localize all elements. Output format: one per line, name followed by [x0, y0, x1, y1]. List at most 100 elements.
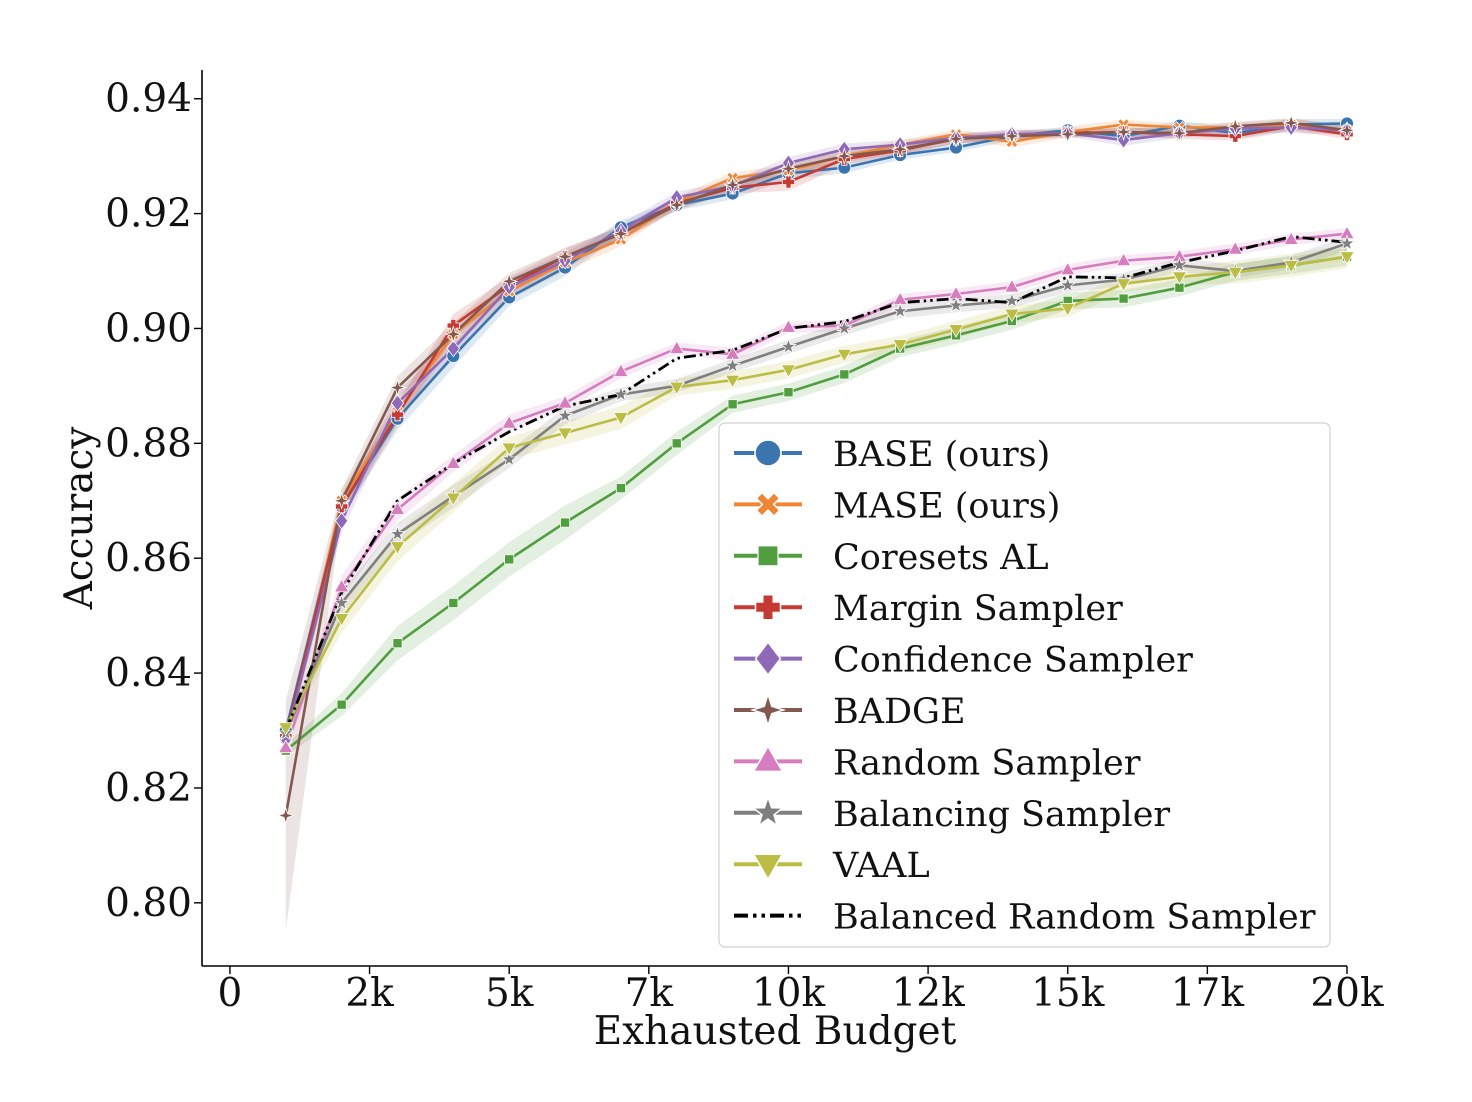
- point-badge: [611, 224, 630, 243]
- point-random-sampler: [333, 578, 350, 593]
- point-badge: [332, 491, 351, 510]
- legend-marker-confidence-sampler: [754, 641, 782, 677]
- axes: [201, 70, 1347, 967]
- point-random-sampler: [445, 455, 462, 469]
- legend-marker-margin-sampler: [754, 593, 782, 621]
- point-vaal: [1339, 251, 1355, 265]
- point-random-sampler: [277, 739, 294, 754]
- point-vaal: [613, 412, 629, 426]
- point-badge: [555, 247, 575, 266]
- point-balancing-sampler: [1170, 256, 1188, 273]
- point-badge: [779, 159, 798, 178]
- point-random-sampler: [501, 414, 518, 429]
- point-coresets-al: [615, 483, 626, 494]
- legend-label-badge: BADGE: [833, 692, 966, 732]
- point-balancing-sampler: [779, 337, 797, 355]
- point-vaal: [1171, 271, 1188, 286]
- y-tick-label: 0.94: [105, 77, 192, 122]
- legend-marker-vaal: [752, 853, 784, 881]
- series-markers: [276, 113, 1357, 825]
- band-mase-ours: [285, 118, 1347, 751]
- point-random-sampler: [780, 319, 797, 333]
- point-badge: [388, 378, 407, 397]
- point-vaal: [1004, 308, 1020, 323]
- point-vaal: [668, 381, 685, 396]
- legend-marker-base-ours: [754, 439, 782, 467]
- point-vaal: [780, 364, 797, 379]
- point-balancing-sampler: [1003, 291, 1021, 309]
- legend-marker-badge: [749, 691, 787, 729]
- point-balancing-sampler: [1059, 276, 1077, 293]
- point-vaal: [1059, 302, 1076, 317]
- y-ticks: 0.80 0.82 0.84 0.86 0.88 0.90 0.92 0.94: [105, 77, 202, 926]
- x-tick-label: 15k: [1031, 971, 1105, 1016]
- y-axis-label: Accuracy: [57, 427, 102, 611]
- point-badge: [835, 147, 854, 166]
- x-tick-label: 17k: [1171, 971, 1245, 1016]
- point-badge: [723, 175, 742, 194]
- line-random-sampler: [284, 232, 1348, 749]
- point-coresets-al: [727, 399, 738, 410]
- x-tick-label: 10k: [752, 971, 826, 1016]
- y-tick-label: 0.92: [105, 192, 192, 237]
- point-confidence-sampler: [446, 339, 461, 358]
- point-badge: [276, 806, 295, 825]
- y-tick-label: 0.80: [105, 881, 192, 926]
- point-badge: [444, 325, 463, 344]
- legend-marker-mase-ours: [755, 491, 781, 518]
- point-vaal: [724, 374, 741, 389]
- point-margin-sampler: [781, 175, 796, 189]
- point-balancing-sampler: [556, 406, 574, 424]
- point-vaal: [277, 722, 294, 736]
- point-badge: [891, 140, 910, 159]
- x-tick-label: 0: [218, 971, 243, 1016]
- legend-label-coresets-al: Coresets AL: [833, 538, 1049, 578]
- legend-label-margin-sampler: Margin Sampler: [833, 589, 1123, 629]
- point-badge: [1226, 117, 1245, 136]
- y-tick-label: 0.88: [105, 421, 192, 466]
- point-balancing-sampler: [947, 296, 965, 313]
- point-badge: [1002, 126, 1021, 146]
- legend-marker-balancing-sampler: [750, 794, 786, 828]
- legend-label-confidence-sampler: Confidence Sampler: [833, 641, 1193, 681]
- point-vaal: [892, 339, 908, 353]
- point-confidence-sampler: [390, 394, 405, 412]
- legend-label-mase-ours: MASE (ours): [833, 486, 1060, 526]
- line-confidence-sampler: [284, 126, 1348, 740]
- point-random-sampler: [668, 340, 685, 354]
- point-margin-sampler: [390, 408, 405, 422]
- point-balancing-sampler: [1338, 234, 1356, 251]
- line-balanced-random-sampler: [284, 235, 1348, 732]
- point-coresets-al: [448, 598, 459, 609]
- point-balancing-sampler: [724, 356, 742, 374]
- point-balancing-sampler: [835, 319, 853, 336]
- point-coresets-al: [392, 638, 403, 649]
- point-coresets-al: [783, 387, 794, 398]
- point-vaal: [333, 613, 350, 627]
- point-vaal: [557, 427, 573, 442]
- point-confidence-sampler: [334, 512, 349, 530]
- y-tick-label: 0.84: [105, 651, 192, 696]
- x-tick-label: 2k: [345, 971, 394, 1016]
- legend-label-balancing-sampler: Balancing Sampler: [833, 795, 1170, 835]
- point-coresets-al: [839, 369, 850, 380]
- x-axis-label: Exhausted Budget: [594, 1009, 957, 1054]
- y-tick-label: 0.90: [105, 306, 192, 351]
- point-vaal: [389, 541, 406, 555]
- legend-marker-random-sampler: [752, 744, 784, 773]
- point-vaal: [1115, 278, 1132, 292]
- line-coresets-al: [284, 255, 1348, 752]
- point-badge: [1282, 113, 1301, 132]
- point-balancing-sampler: [612, 385, 630, 402]
- legend-label-balanced-random-sampler: Balanced Random Sampler: [833, 898, 1316, 938]
- point-coresets-al: [560, 517, 571, 528]
- x-tick-label: 7k: [625, 971, 674, 1016]
- point-coresets-al: [504, 554, 515, 565]
- point-vaal: [1227, 266, 1244, 281]
- point-coresets-al: [671, 438, 682, 449]
- point-badge: [1114, 122, 1133, 142]
- point-balancing-sampler: [891, 302, 909, 319]
- point-random-sampler: [1115, 252, 1132, 267]
